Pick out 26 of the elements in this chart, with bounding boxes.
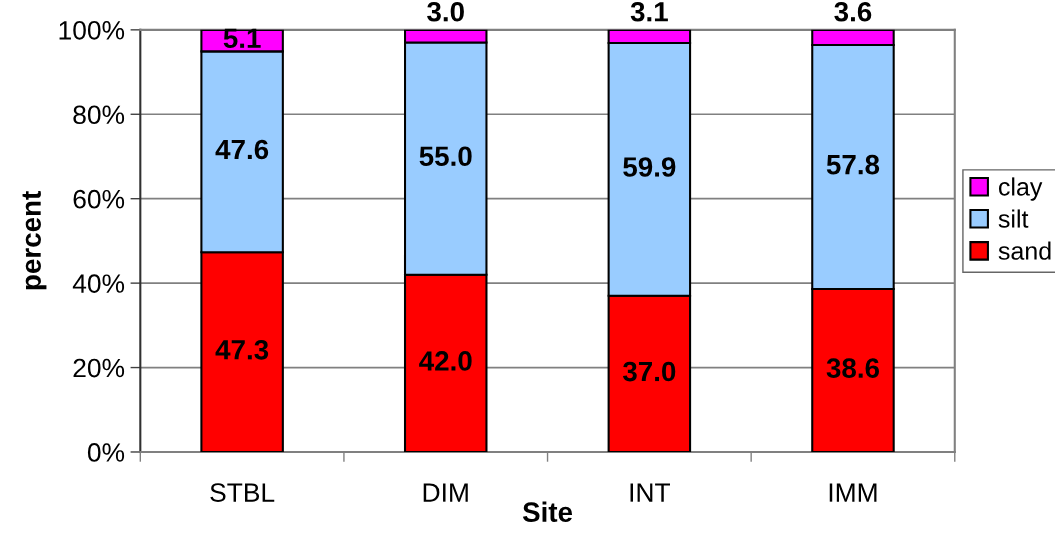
data-label: 47.6 xyxy=(215,139,269,160)
y-tick-label: 40% xyxy=(72,274,125,293)
data-label: 47.3 xyxy=(215,339,269,360)
y-axis-title: percent xyxy=(22,191,47,290)
y-tick-label: 100% xyxy=(59,20,125,40)
x-tick-label: INT xyxy=(630,483,670,502)
y-tick-label: 80% xyxy=(73,105,125,125)
data-label: 3.0 xyxy=(427,1,464,22)
y-tick-label: 0% xyxy=(87,443,125,462)
y-tick-label: 60% xyxy=(73,189,125,209)
data-label: 57.8 xyxy=(826,154,880,175)
data-label: 59.9 xyxy=(623,157,676,177)
data-label: 37.0 xyxy=(622,361,676,382)
x-tick-label: STBL xyxy=(210,483,275,502)
legend-label: clay xyxy=(998,177,1043,201)
x-tick-label: DIM xyxy=(423,483,468,502)
x-axis-title: Site xyxy=(522,501,573,522)
data-label: 3.1 xyxy=(630,1,668,22)
y-tick-label: 20% xyxy=(73,358,125,378)
legend-label: silt xyxy=(998,209,1029,228)
legend-label: sand xyxy=(998,241,1051,260)
data-label: 55.0 xyxy=(419,146,472,167)
data-label: 42.0 xyxy=(419,351,472,371)
data-label: 3.6 xyxy=(834,1,872,22)
data-label: 38.6 xyxy=(826,358,879,379)
x-tick-label: IMM xyxy=(829,483,877,502)
